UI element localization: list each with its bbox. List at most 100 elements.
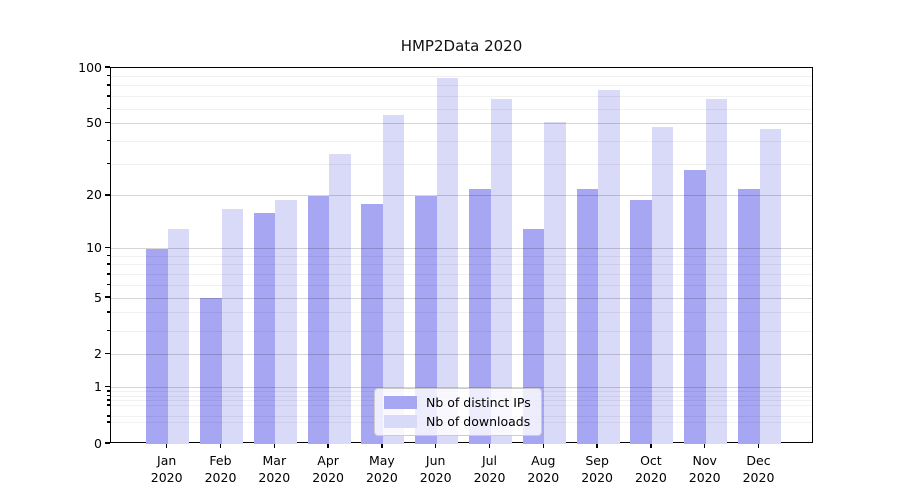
x-tick-label-dec: Dec 2020	[729, 452, 789, 486]
bar-downloads-mar	[275, 199, 297, 444]
y-minor-tick-0.4	[107, 415, 110, 417]
bar-distinct-ips-jun	[415, 195, 437, 444]
x-tick-aug	[542, 443, 545, 448]
bar-distinct-ips-dec	[738, 188, 760, 444]
x-tick-month: Dec	[746, 453, 771, 468]
y-minor-tick-0.6	[107, 404, 110, 406]
bar-distinct-ips-jul	[469, 188, 491, 444]
y-minor-tick-40	[107, 139, 110, 142]
x-tick-feb	[219, 443, 222, 448]
y-tick-5	[105, 296, 110, 298]
y-minor-tick-70	[107, 95, 110, 97]
legend-item-downloads: Nb of downloads	[384, 414, 531, 429]
bar-downloads-apr	[329, 154, 351, 444]
bar-downloads-jun	[436, 78, 459, 444]
x-tick-year: 2020	[204, 470, 237, 485]
bar-distinct-ips-oct	[630, 199, 652, 444]
y-tick-50	[105, 121, 110, 124]
bars-layer	[111, 68, 812, 444]
x-tick-nov	[703, 443, 706, 448]
bar-downloads-aug	[544, 122, 566, 444]
x-tick-label-sep: Sep 2020	[567, 452, 627, 486]
y-minor-tick-4	[107, 311, 110, 313]
bar-distinct-ips-mar	[253, 213, 276, 444]
x-tick-year: 2020	[419, 470, 452, 485]
y-tick-label-20: 20	[86, 187, 102, 203]
bar-downloads-may	[382, 114, 405, 444]
bar-distinct-ips-feb	[200, 298, 222, 444]
x-tick-month: Jun	[425, 453, 446, 468]
x-tick-month: Mar	[262, 453, 287, 468]
x-tick-may	[381, 443, 383, 448]
y-minor-tick-3	[107, 329, 110, 332]
x-tick-label-feb: Feb 2020	[191, 452, 251, 486]
y-minor-tick-8	[107, 263, 110, 265]
y-tick-2	[105, 352, 110, 355]
x-tick-label-jul: Jul 2020	[460, 452, 520, 486]
legend: Nb of distinct IPs Nb of downloads	[374, 388, 542, 436]
bar-distinct-ips-sep	[576, 188, 599, 444]
x-tick-sep	[596, 443, 598, 448]
legend-label-downloads: Nb of downloads	[426, 414, 531, 429]
x-tick-month: Oct	[640, 453, 662, 468]
legend-swatch-downloads	[384, 415, 417, 428]
legend-swatch-distinct-ips	[384, 396, 417, 409]
x-tick-label-jan: Jan 2020	[137, 452, 197, 486]
x-tick-year: 2020	[150, 470, 183, 485]
bar-downloads-oct	[651, 126, 674, 444]
y-tick-10	[105, 246, 110, 249]
bar-downloads-feb	[221, 208, 243, 444]
x-tick-year: 2020	[742, 470, 775, 485]
x-tick-month: Sep	[585, 453, 609, 468]
legend-label-distinct-ips: Nb of distinct IPs	[426, 395, 531, 410]
y-tick-label-2: 2	[94, 345, 102, 361]
y-minor-tick-0.7	[107, 399, 110, 401]
x-tick-apr	[327, 443, 329, 448]
x-tick-year: 2020	[473, 470, 506, 485]
bar-distinct-ips-apr	[307, 195, 330, 444]
y-minor-tick-9	[107, 254, 110, 257]
bar-downloads-jul	[490, 99, 512, 444]
chart-title: HMP2Data 2020	[400, 37, 523, 55]
x-tick-label-aug: Aug 2020	[513, 452, 573, 486]
y-minor-tick-0.8	[107, 394, 110, 397]
bar-distinct-ips-may	[361, 204, 383, 444]
y-minor-tick-60	[107, 107, 110, 110]
y-minor-tick-0.3	[107, 421, 110, 423]
x-tick-month: Nov	[692, 453, 717, 468]
x-tick-month: Jan	[157, 453, 177, 468]
y-tick-100	[105, 66, 110, 68]
y-minor-tick-0.9	[107, 390, 110, 392]
y-tick-label-1: 1	[94, 379, 102, 395]
y-tick-0	[105, 442, 110, 444]
y-tick-1	[105, 385, 110, 388]
x-tick-month: Feb	[209, 453, 232, 468]
x-tick-dec	[757, 443, 760, 448]
y-minor-tick-7	[107, 273, 110, 275]
y-minor-tick-6	[107, 283, 110, 286]
x-tick-label-apr: Apr 2020	[298, 452, 358, 486]
x-tick-oct	[650, 443, 652, 448]
x-tick-jun	[434, 443, 437, 448]
y-tick-label-0: 0	[94, 435, 102, 451]
x-tick-year: 2020	[688, 470, 721, 485]
legend-item-distinct-ips: Nb of distinct IPs	[384, 395, 531, 410]
y-tick-label-100: 100	[78, 59, 102, 75]
bar-distinct-ips-jan	[146, 248, 168, 444]
bar-downloads-dec	[759, 128, 781, 444]
y-tick-label-50: 50	[86, 115, 102, 131]
bar-distinct-ips-nov	[684, 169, 706, 444]
x-tick-year: 2020	[581, 470, 613, 485]
x-tick-month: Jul	[481, 453, 498, 468]
x-tick-year: 2020	[527, 470, 560, 485]
plot-area	[110, 67, 813, 444]
x-tick-year: 2020	[312, 470, 344, 485]
y-minor-tick-80	[107, 84, 110, 86]
x-tick-year: 2020	[365, 470, 398, 485]
x-tick-label-oct: Oct 2020	[621, 452, 681, 486]
x-tick-jan	[165, 443, 168, 448]
y-tick-label-10: 10	[86, 240, 102, 256]
y-minor-tick-90	[107, 74, 110, 77]
x-tick-mar	[273, 443, 276, 448]
